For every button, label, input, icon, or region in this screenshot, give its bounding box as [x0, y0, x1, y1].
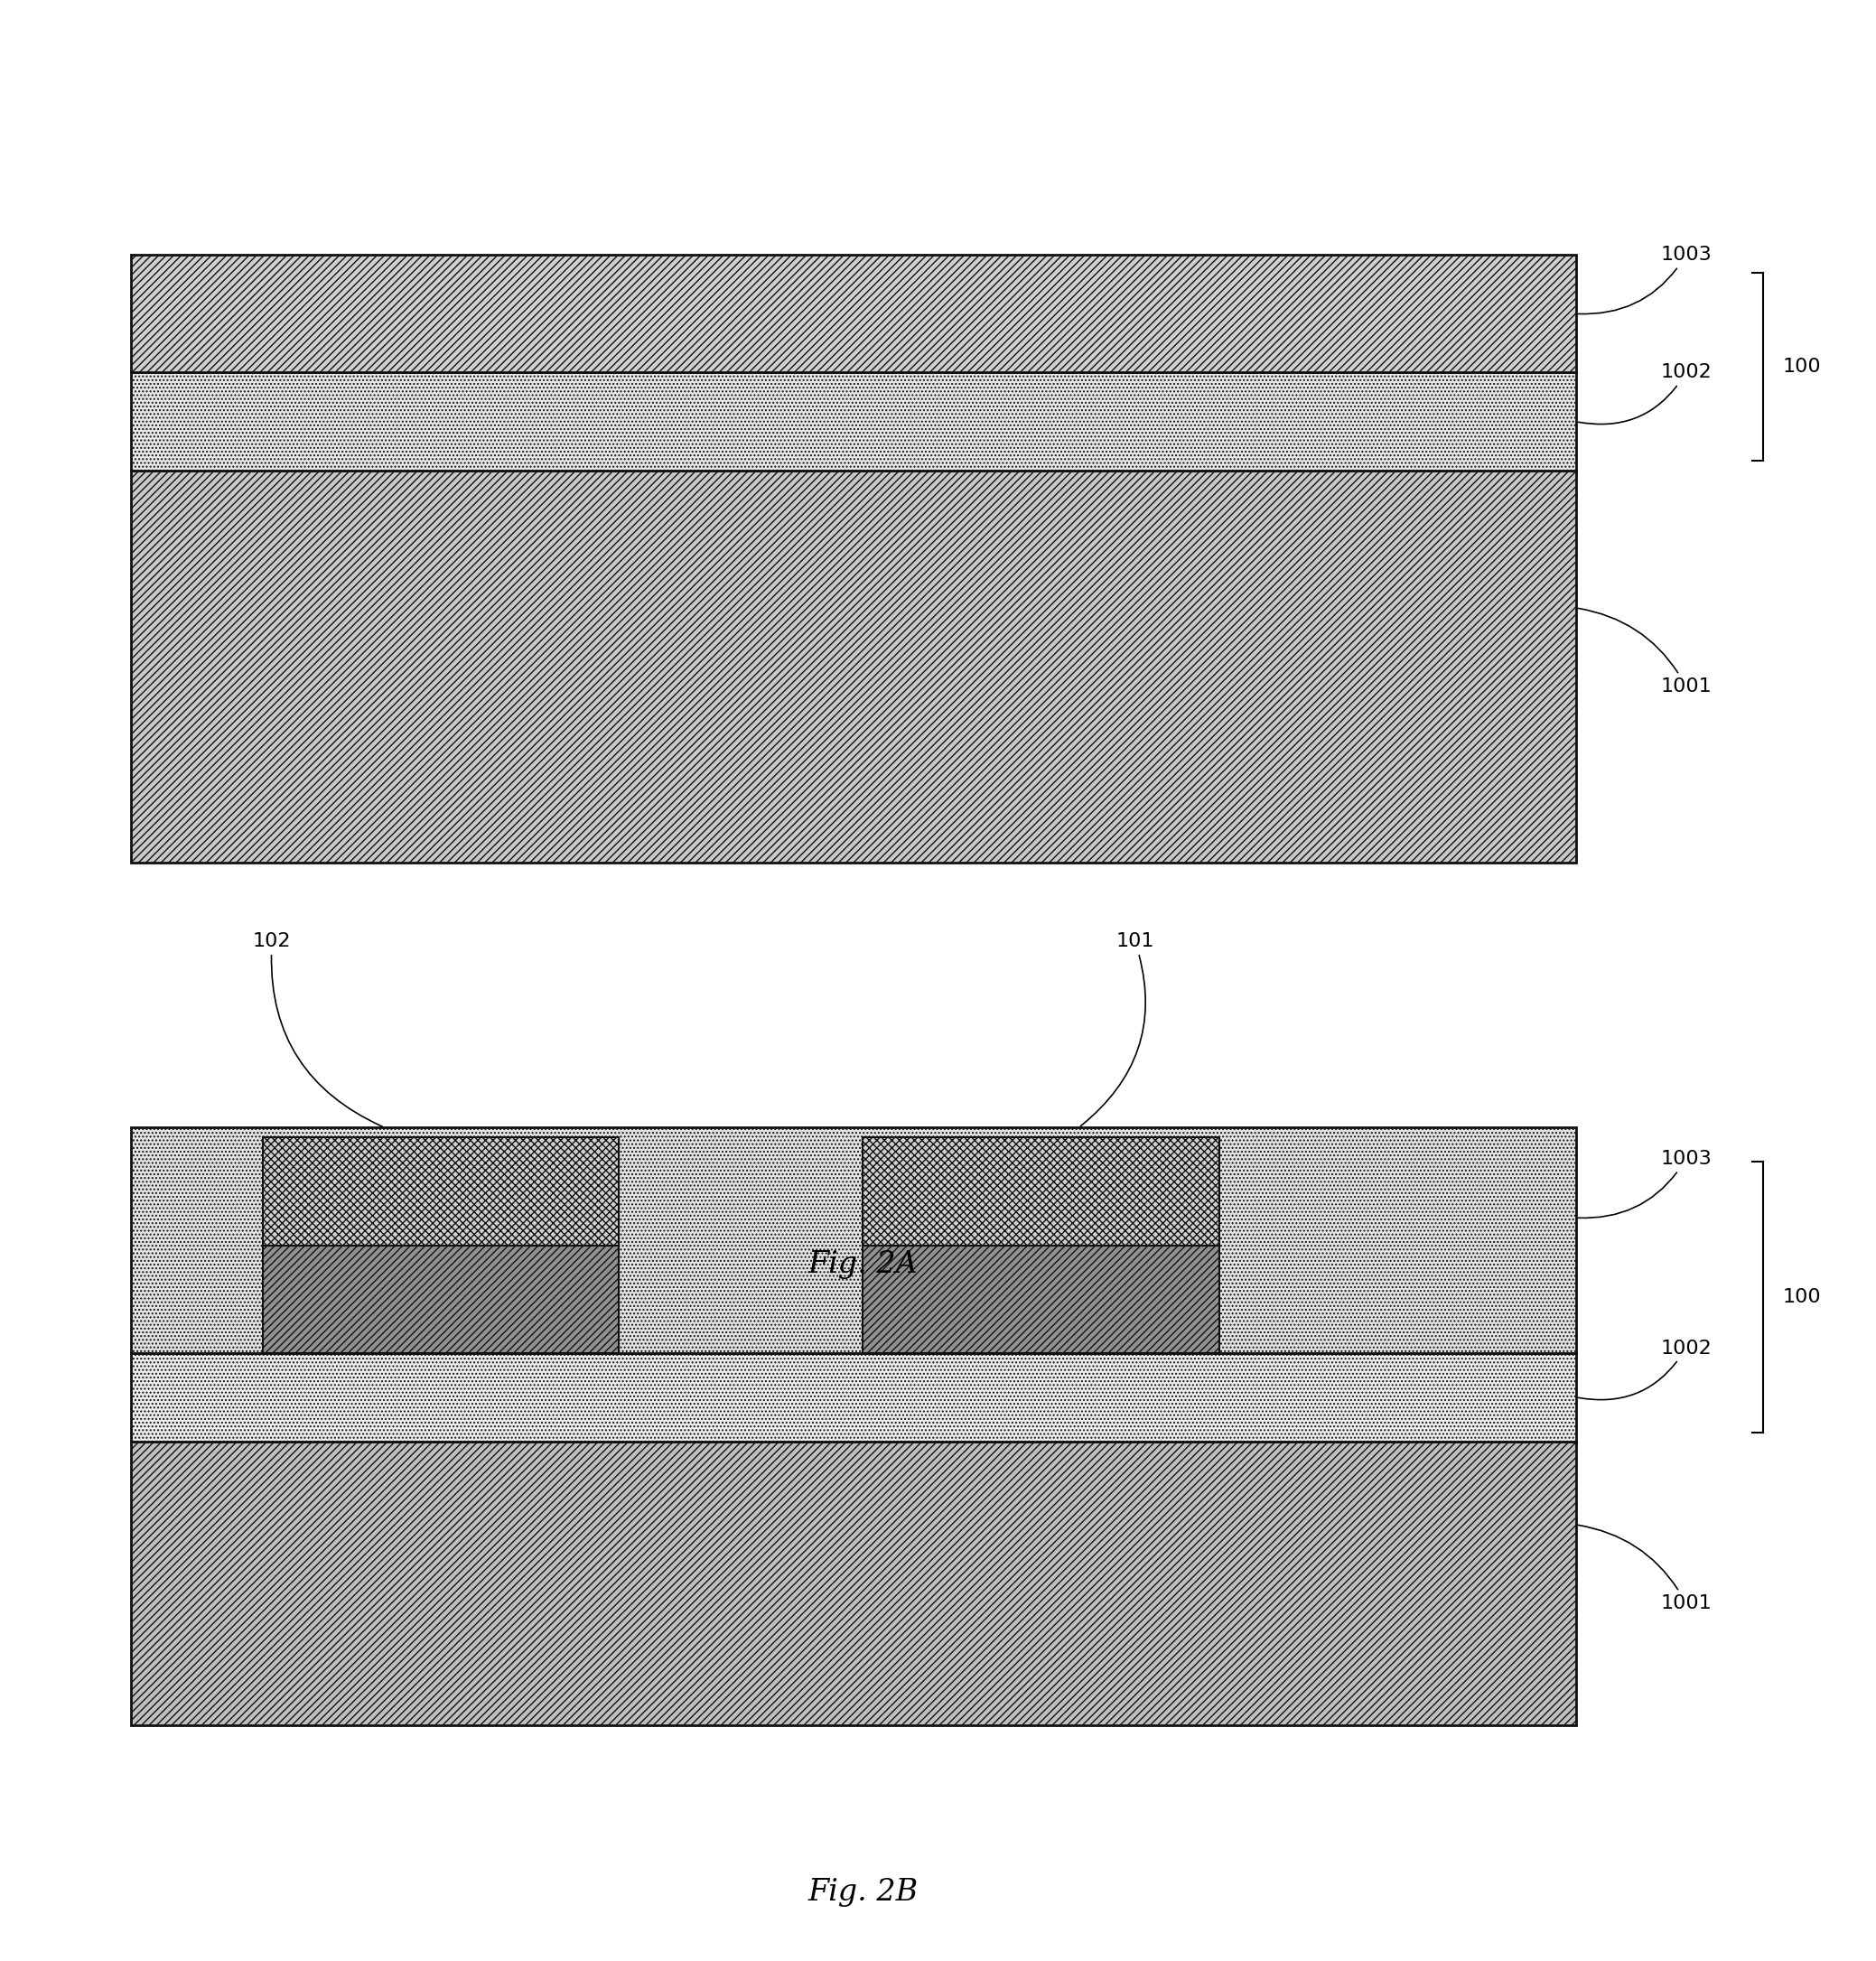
- Text: 101: 101: [1081, 931, 1154, 1126]
- Text: 100: 100: [1782, 1288, 1822, 1306]
- Text: 100: 100: [1782, 357, 1822, 377]
- Text: 1003: 1003: [1578, 245, 1711, 314]
- Bar: [131, 373, 1576, 471]
- Text: 1001: 1001: [1578, 608, 1711, 696]
- Text: 1001: 1001: [1578, 1526, 1711, 1612]
- Bar: [131, 1441, 1576, 1726]
- Text: 102: 102: [253, 931, 383, 1126]
- Text: 1003: 1003: [1578, 1149, 1711, 1218]
- Bar: [863, 1245, 1219, 1353]
- Bar: [263, 1137, 619, 1245]
- Text: 1002: 1002: [1578, 363, 1711, 424]
- Text: Fig. 2B: Fig. 2B: [809, 1879, 917, 1906]
- Text: 1002: 1002: [1578, 1339, 1711, 1400]
- Bar: [131, 1128, 1576, 1353]
- Text: Fig. 2A: Fig. 2A: [809, 1251, 917, 1279]
- Bar: [131, 471, 1576, 863]
- Bar: [131, 255, 1576, 373]
- Bar: [263, 1245, 619, 1353]
- Bar: [863, 1137, 1219, 1245]
- Bar: [131, 1353, 1576, 1441]
